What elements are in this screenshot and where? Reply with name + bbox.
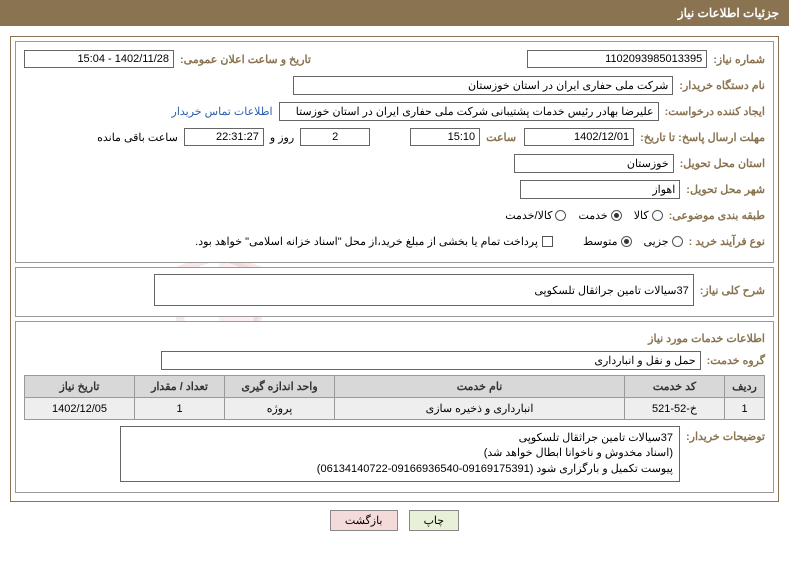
need-number-label: شماره نیاز: [713,53,765,66]
category-goods-radio[interactable]: کالا [634,209,663,222]
payment-checkbox-wrap: پرداخت تمام یا بخشی از مبلغ خرید،از محل … [195,235,553,248]
back-button[interactable]: بازگشت [330,510,398,531]
service-group-label: گروه خدمت: [707,354,765,367]
category-radio-group: کالا خدمت کالا/خدمت [505,209,662,222]
delivery-province-value: خوزستان [514,154,674,173]
deadline-label: مهلت ارسال پاسخ: تا تاریخ: [640,131,765,144]
announce-datetime-label: تاریخ و ساعت اعلان عمومی: [180,53,311,66]
page-header: جزئیات اطلاعات نیاز [0,0,789,30]
announce-datetime-value: 1402/11/28 - 15:04 [24,50,174,68]
delivery-province-label: استان محل تحویل: [680,157,765,170]
cell-unit: پروژه [225,398,335,420]
process-radio-group: جزیی متوسط [583,235,683,248]
deadline-date-value: 1402/12/01 [524,128,634,146]
cell-row: 1 [725,398,765,420]
buyer-notes-box: 37سیالات تامین جراثقال تلسکوپی (اسناد مخ… [120,426,680,482]
buyer-org-label: نام دستگاه خریدار: [679,79,765,92]
process-medium-radio[interactable]: متوسط [583,235,632,248]
cell-need-date: 1402/12/05 [25,398,135,420]
need-summary-label: شرح کلی نیاز: [700,284,765,297]
print-button[interactable]: چاپ [409,510,460,531]
category-label: طبقه بندی موضوعی: [669,209,765,222]
category-goods-service-radio[interactable]: کالا/خدمت [505,209,566,222]
days-remaining-value: 2 [300,128,370,146]
cell-service-name: انبارداری و ذخیره سازی [335,398,625,420]
th-service-name: نام خدمت [335,376,625,398]
cell-service-code: خ-52-521 [625,398,725,420]
days-and-label: روز و [270,131,294,144]
buyer-notes-line2: (اسناد مخدوش و ناخوانا ابطال خواهد شد) [127,446,673,461]
services-section: اطلاعات خدمات مورد نیاز گروه خدمت: حمل و… [15,321,774,493]
payment-checkbox[interactable] [542,236,553,247]
process-type-label: نوع فرآیند خرید : [689,235,765,248]
services-table: ردیف کد خدمت نام خدمت واحد اندازه گیری ت… [24,375,765,420]
table-row: 1 خ-52-521 انبارداری و ذخیره سازی پروژه … [25,398,765,420]
delivery-city-label: شهر محل تحویل: [686,183,765,196]
th-row: ردیف [725,376,765,398]
delivery-city-value: اهواز [520,180,680,199]
button-row: چاپ بازگشت [0,502,789,539]
remaining-label: ساعت باقی مانده [97,131,178,144]
requester-value: علیرضا بهادر رئیس خدمات پشتیبانی شرکت مل… [279,102,659,121]
buyer-notes-line1: 37سیالات تامین جراثقال تلسکوپی [127,431,673,446]
buyer-contact-link[interactable]: اطلاعات تماس خریدار [172,105,273,118]
process-partial-radio[interactable]: جزیی [644,235,683,248]
th-service-code: کد خدمت [625,376,725,398]
info-section: شماره نیاز: 1102093985013395 تاریخ و ساع… [15,41,774,263]
payment-note: پرداخت تمام یا بخشی از مبلغ خرید،از محل … [195,235,538,248]
buyer-notes-label: توضیحات خریدار: [686,426,765,443]
buyer-notes-line3: پیوست تکمیل و بارگزاری شود (09169175391-… [127,462,673,477]
time-label: ساعت [486,131,516,144]
th-need-date: تاریخ نیاز [25,376,135,398]
service-group-value: حمل و نقل و انبارداری [161,351,701,370]
category-service-radio[interactable]: خدمت [578,209,621,222]
cell-qty: 1 [135,398,225,420]
deadline-time-value: 15:10 [410,128,480,146]
need-summary-section: شرح کلی نیاز: 37سیالات تامین جراثقال تلس… [15,267,774,317]
th-qty: تعداد / مقدار [135,376,225,398]
services-info-title: اطلاعات خدمات مورد نیاز [24,332,765,345]
page-title: جزئیات اطلاعات نیاز [678,6,779,20]
time-remaining-value: 22:31:27 [184,128,264,146]
buyer-org-value: شرکت ملی حفاری ایران در استان خوزستان [293,76,673,95]
content-area: AriaTender.net شماره نیاز: 1102093985013… [10,36,779,502]
need-summary-value: 37سیالات تامین جراثقال تلسکوپی [154,274,694,306]
th-unit: واحد اندازه گیری [225,376,335,398]
need-number-value: 1102093985013395 [527,50,707,68]
requester-label: ایجاد کننده درخواست: [665,105,765,118]
